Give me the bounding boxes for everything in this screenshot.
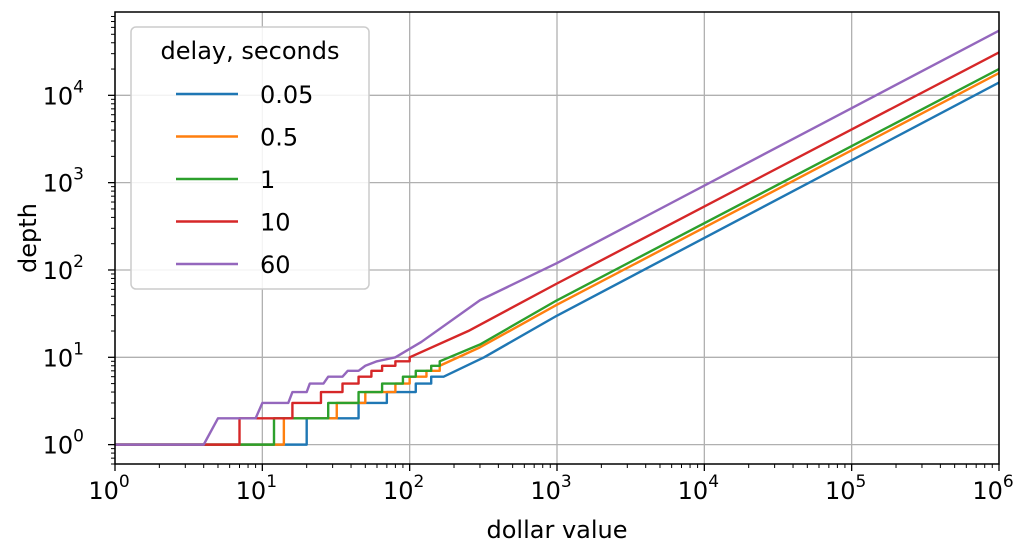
legend-label: 10 [260, 209, 291, 237]
legend: delay, seconds 0.05 0.5 1 10 60 [130, 26, 370, 290]
x-tick-label: 100 [88, 472, 129, 505]
series-lines [115, 29, 999, 446]
x-axis-label: dollar value [486, 516, 627, 544]
legend-box [130, 26, 370, 290]
x-tick-label: 106 [972, 472, 1013, 505]
x-axis-ticks: 100 101 102 103 104 105 106 [88, 464, 1014, 505]
y-tick-label: 100 [43, 427, 84, 460]
series-line-60 [115, 29, 999, 446]
legend-label: 0.5 [260, 124, 298, 152]
legend-title: delay, seconds [161, 37, 340, 65]
y-tick-label: 103 [43, 165, 84, 198]
legend-entries: 0.05 0.5 1 10 60 [176, 81, 313, 279]
x-tick-label: 102 [383, 472, 424, 505]
series-line-1 [115, 67, 999, 446]
y-axis-label: depth [14, 203, 42, 273]
x-tick-label: 104 [678, 472, 719, 505]
x-tick-label: 101 [236, 472, 277, 505]
x-tick-label: 103 [530, 472, 571, 505]
x-tick-label: 105 [825, 472, 866, 505]
y-tick-label: 101 [43, 339, 84, 372]
y-tick-label: 102 [43, 252, 84, 285]
y-tick-label: 104 [43, 77, 84, 110]
legend-label: 0.05 [260, 81, 313, 109]
legend-label: 60 [260, 251, 291, 279]
series-line-10 [115, 51, 999, 446]
legend-label: 1 [260, 166, 275, 194]
y-axis-ticks: 100 101 102 103 104 [43, 15, 115, 465]
